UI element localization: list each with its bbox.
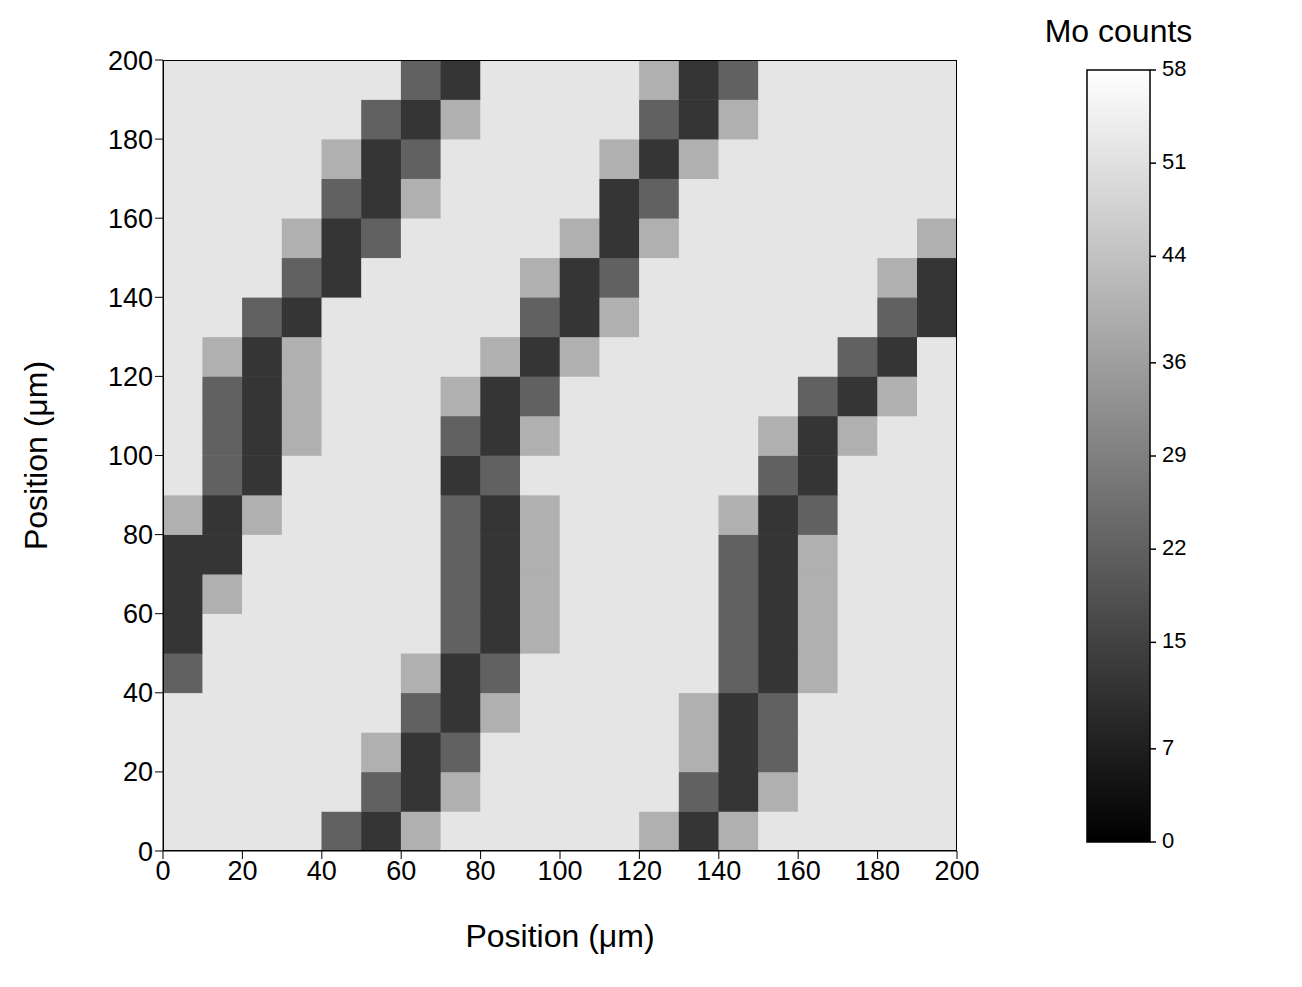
svg-text:120: 120	[108, 362, 153, 392]
svg-text:Mo counts: Mo counts	[1045, 13, 1193, 49]
svg-text:Position (μm): Position (μm)	[18, 361, 54, 550]
svg-text:0: 0	[1162, 828, 1174, 853]
svg-text:100: 100	[537, 856, 582, 886]
svg-text:15: 15	[1162, 628, 1186, 653]
svg-text:200: 200	[108, 46, 153, 76]
svg-text:40: 40	[123, 678, 153, 708]
svg-text:180: 180	[108, 125, 153, 155]
svg-text:160: 160	[108, 204, 153, 234]
svg-text:36: 36	[1162, 349, 1186, 374]
svg-text:0: 0	[138, 837, 153, 867]
svg-text:51: 51	[1162, 149, 1186, 174]
svg-text:100: 100	[108, 441, 153, 471]
svg-text:60: 60	[123, 599, 153, 629]
svg-text:44: 44	[1162, 242, 1186, 267]
svg-text:80: 80	[123, 520, 153, 550]
svg-text:58: 58	[1162, 56, 1186, 81]
svg-text:20: 20	[227, 856, 257, 886]
svg-text:160: 160	[776, 856, 821, 886]
svg-text:120: 120	[617, 856, 662, 886]
svg-text:140: 140	[696, 856, 741, 886]
svg-text:80: 80	[466, 856, 496, 886]
svg-text:60: 60	[386, 856, 416, 886]
svg-text:Position (μm): Position (μm)	[465, 918, 654, 954]
svg-text:22: 22	[1162, 535, 1186, 560]
svg-text:7: 7	[1162, 735, 1174, 760]
svg-text:180: 180	[855, 856, 900, 886]
svg-text:20: 20	[123, 757, 153, 787]
svg-text:200: 200	[934, 856, 979, 886]
svg-text:140: 140	[108, 283, 153, 313]
svg-text:0: 0	[155, 856, 170, 886]
svg-text:40: 40	[307, 856, 337, 886]
svg-text:29: 29	[1162, 442, 1186, 467]
